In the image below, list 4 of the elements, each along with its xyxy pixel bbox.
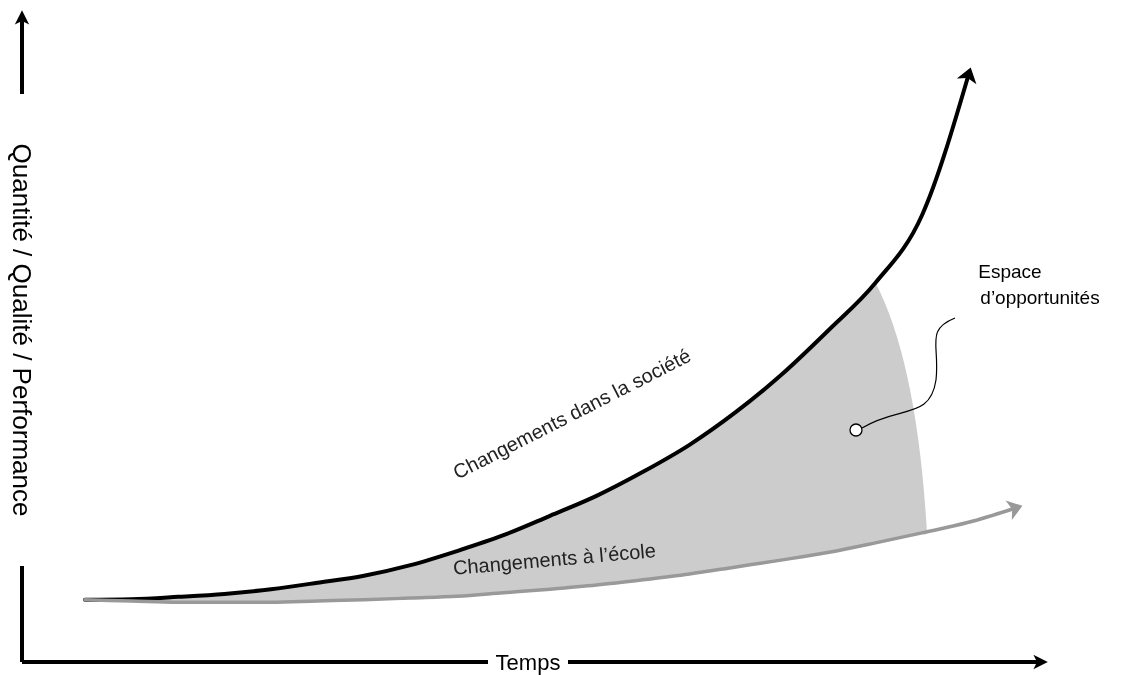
y-axis-title: Quantité / Qualité / Performance (7, 143, 37, 517)
series-label: Changements à l’école (452, 539, 657, 579)
annotation: Espace d’opportunités (978, 261, 1100, 308)
x-axis-title: Temps (495, 650, 561, 675)
